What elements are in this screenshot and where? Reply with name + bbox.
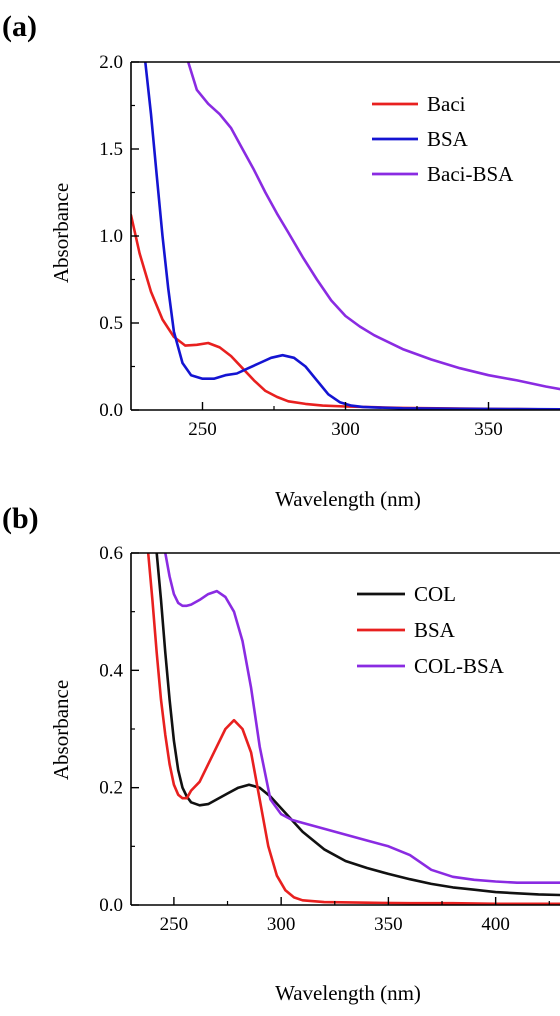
legend-label-b: BSA bbox=[414, 618, 456, 642]
y-tick-label-a: 2.0 bbox=[99, 52, 123, 73]
panel-label-b: (b) bbox=[2, 502, 39, 535]
x-tick-label-b: 400 bbox=[481, 914, 510, 935]
y-tick-label-b: 0.4 bbox=[99, 660, 123, 681]
x-axis-title-b: Wavelength (nm) bbox=[275, 981, 421, 1005]
legend-label-b: COL-BSA bbox=[414, 654, 505, 678]
legend-label-a: Baci bbox=[427, 92, 466, 116]
x-tick-label-a: 350 bbox=[474, 419, 503, 440]
y-axis-title-b: Absorbance bbox=[49, 680, 73, 780]
chart-a: (a) 250 300 350 0.0 0.5 1.0 1.5 2.0 Wavelength … bbox=[2, 10, 560, 511]
y-tick-label-a: 1.5 bbox=[99, 139, 123, 160]
y-axis-title-a: Absorbance bbox=[49, 183, 73, 283]
y-tick-label-b: 0.6 bbox=[99, 543, 123, 564]
panel-label-a: (a) bbox=[2, 10, 37, 43]
legend-a: Baci BSA Baci-BSA bbox=[372, 92, 514, 186]
x-tick-label-b: 250 bbox=[160, 914, 189, 935]
series-line-col-b bbox=[155, 553, 560, 897]
x-tick-label-b: 350 bbox=[374, 914, 403, 935]
y-tick-label-a: 1.0 bbox=[99, 226, 123, 247]
y-tick-label-b: 0.2 bbox=[99, 778, 123, 799]
y-tick-label-a: 0.5 bbox=[99, 313, 123, 334]
x-tick-label-b: 300 bbox=[267, 914, 296, 935]
legend-label-a: BSA bbox=[427, 127, 469, 151]
series-line-baci-bsa-a bbox=[186, 62, 560, 391]
series-line-col-bsa-b bbox=[164, 553, 560, 884]
series-line-baci-a bbox=[131, 213, 560, 410]
chart-b: (b) 250 300 350 400 0.0 0.2 0.4 0.6 Wavelength … bbox=[2, 502, 560, 1005]
x-axis-title-a: Wavelength (nm) bbox=[275, 487, 421, 511]
y-tick-label-b: 0.0 bbox=[99, 895, 123, 916]
legend-label-a: Baci-BSA bbox=[427, 162, 514, 186]
x-tick-label-a: 300 bbox=[331, 419, 360, 440]
legend-b: COL BSA COL-BSA bbox=[357, 582, 505, 678]
series-line-bsa-a bbox=[144, 62, 560, 410]
legend-label-b: COL bbox=[414, 582, 456, 606]
series-line-bsa-b bbox=[146, 553, 560, 905]
x-tick-label-a: 250 bbox=[188, 419, 217, 440]
y-tick-label-a: 0.0 bbox=[99, 400, 123, 421]
